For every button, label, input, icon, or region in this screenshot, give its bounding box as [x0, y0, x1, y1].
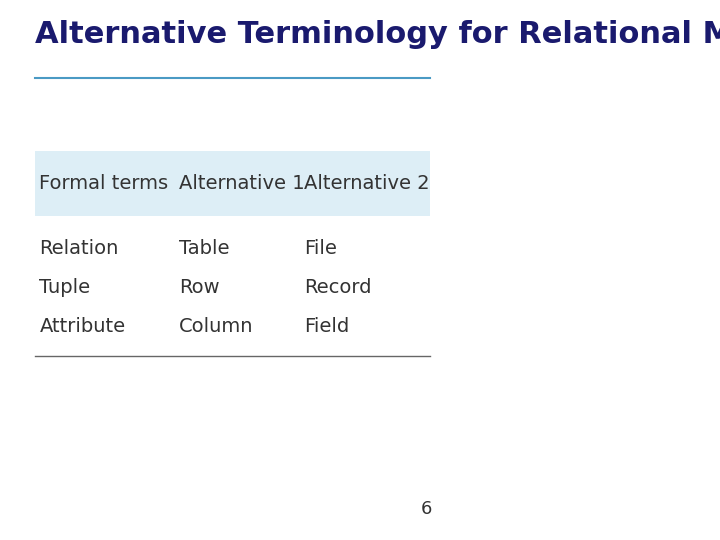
FancyBboxPatch shape — [35, 151, 430, 216]
Text: Relation: Relation — [40, 239, 119, 258]
Text: Row: Row — [179, 278, 220, 297]
Text: Alternative 1: Alternative 1 — [179, 174, 305, 193]
Text: Table: Table — [179, 239, 229, 258]
Text: Formal terms: Formal terms — [40, 174, 168, 193]
Text: Column: Column — [179, 317, 253, 336]
Text: Attribute: Attribute — [40, 317, 125, 336]
Text: Alternative Terminology for Relational Model: Alternative Terminology for Relational M… — [35, 19, 720, 49]
Text: Field: Field — [304, 317, 349, 336]
Text: 6: 6 — [420, 501, 432, 518]
Text: Alternative 2: Alternative 2 — [304, 174, 430, 193]
Text: File: File — [304, 239, 337, 258]
Text: Tuple: Tuple — [40, 278, 91, 297]
Text: Record: Record — [304, 278, 372, 297]
